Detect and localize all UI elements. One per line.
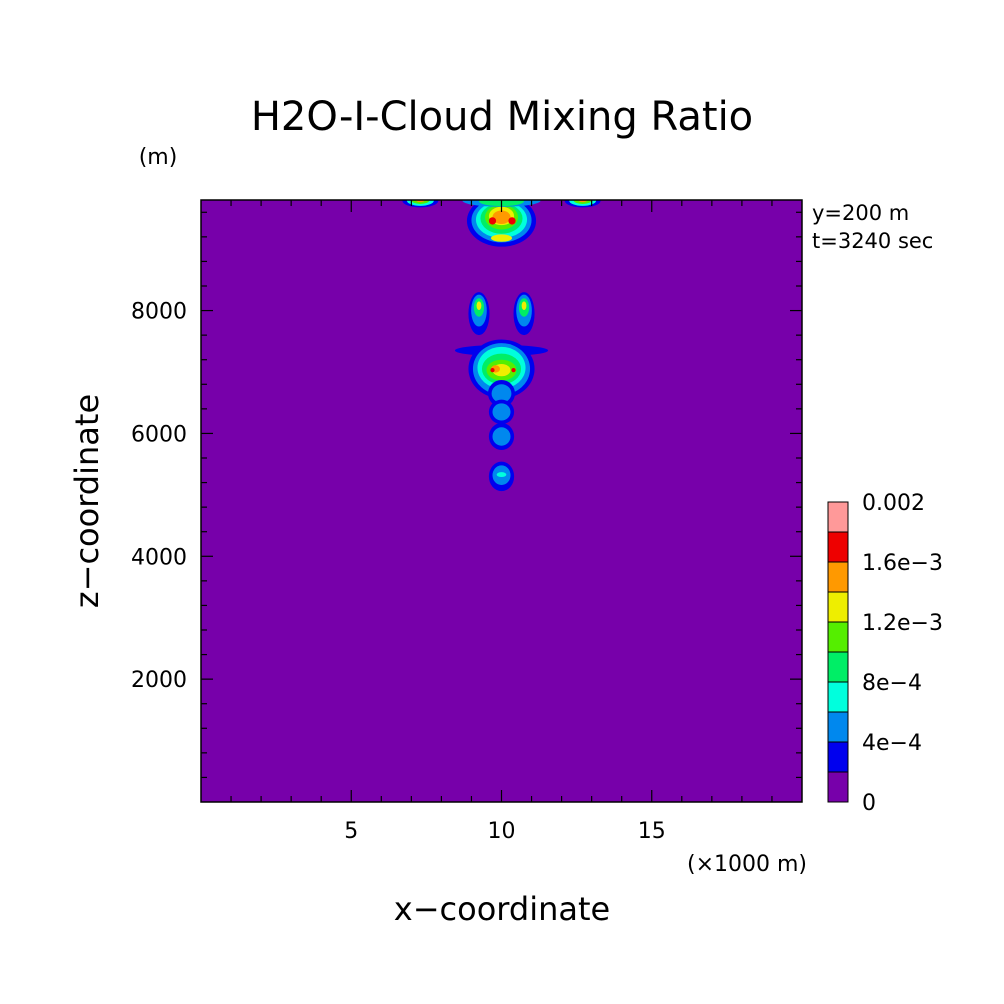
column-cell-2 (492, 403, 511, 421)
plot-background (201, 200, 802, 802)
x-unit-label: (×1000 m) (687, 852, 807, 877)
colorbar-swatch (827, 591, 849, 623)
colorbar-swatch (827, 741, 849, 773)
x-axis-label: x−coordinate (394, 890, 610, 928)
colorbar-label: 0 (862, 791, 876, 816)
arm-right (521, 301, 527, 310)
arm-left (476, 301, 482, 310)
mid-plume (511, 368, 516, 373)
colorbar: 0 4e−4 8e−4 1.2e−3 1.6e−3 0.002 (827, 491, 943, 816)
colorbar-swatch (827, 531, 849, 563)
top-plume-center (488, 217, 497, 225)
y-unit-label: (m) (139, 145, 178, 170)
colorbar-label: 8e−4 (862, 671, 922, 696)
y-tick-label: 6000 (131, 422, 187, 447)
colorbar-swatch (827, 561, 849, 593)
colorbar-label: 1.2e−3 (862, 611, 943, 636)
colorbar-label: 1.6e−3 (862, 551, 943, 576)
colorbar-label: 4e−4 (862, 731, 922, 756)
plot-frame (200, 199, 803, 803)
plot-area (200, 199, 803, 803)
colorbar-swatch (827, 771, 849, 803)
y-tick-label: 2000 (131, 668, 187, 693)
y-tick-label: 4000 (131, 545, 187, 570)
column-cell-3 (492, 427, 511, 446)
colorbar-swatch (827, 711, 849, 743)
colorbar-swatch (827, 501, 849, 533)
x-tick-label: 10 (488, 819, 516, 844)
y-axis-label: z−coordinate (68, 394, 106, 608)
y-tick-label: 8000 (131, 300, 187, 325)
colorbar-label: 0.002 (862, 491, 925, 516)
mid-plume (490, 368, 495, 373)
x-tick-label: 15 (638, 819, 666, 844)
x-tick-label: 5 (344, 819, 358, 844)
chart-title: H2O-I-Cloud Mixing Ratio (251, 94, 753, 140)
top-plume-center (492, 210, 511, 224)
top-plume-center (508, 217, 516, 225)
colorbar-swatch (827, 651, 849, 683)
colorbar-swatch (827, 621, 849, 653)
info-y-position: y=200 m (812, 201, 909, 225)
column-cell-4 (496, 472, 507, 478)
top-plume-center (490, 234, 513, 242)
colorbar-swatch (827, 681, 849, 713)
info-time: t=3240 sec (812, 229, 933, 253)
column-cell-1 (491, 384, 512, 403)
